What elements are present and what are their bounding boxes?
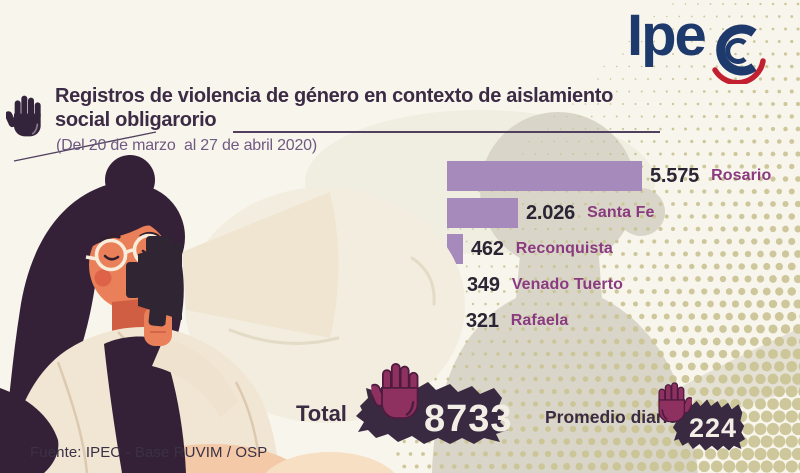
bar-rosario [447,161,642,191]
bar-category: Santa Fe [587,204,655,221]
bar-venado-tuerto [447,270,459,300]
bar-value: 2.026 [526,201,576,224]
total-label: Total [296,401,347,426]
total-value: 8733 [424,398,513,440]
daily-average-value: 224 [689,413,738,443]
ipec-logo-spiral-c-icon [712,24,766,84]
bar-value: 462 [471,237,504,260]
bar-row-venado-tuerto: 349 Venado Tuerto [447,270,623,300]
daily-average-label: Promedio diario [545,407,679,427]
bar-row-reconquista: 462 Reconquista [447,234,613,264]
bar-reconquista [447,234,463,264]
bar-value: 349 [467,273,500,296]
bar-row-santa-fe: 2.026 Santa Fe [447,198,655,228]
bar-category: Venado Tuerto [511,276,624,293]
raised-hand-icon [371,363,425,427]
bar-rafaela [447,306,458,336]
ipec-logo-text: Ipe [627,3,707,68]
bar-santa-fe [447,198,518,228]
raised-hand-icon [654,381,692,429]
page-title: Registros de violencia de género en cont… [55,84,675,132]
title-line-2: social obligarorio [55,109,217,131]
title-line-1: Registros de violencia de género en cont… [55,85,614,107]
date-range-subtitle: (Del 20 de marzo al 27 de abril 2020) [56,137,317,154]
callout-line [13,131,157,162]
bar-value: 5.575 [650,164,700,187]
bar-row-rosario: 5.575 Rosario [447,161,771,191]
bar-category: Rosario [711,167,772,184]
bar-category: Reconquista [515,240,613,257]
title-underline [233,131,660,133]
bar-category: Rafaela [510,312,569,329]
bar-value: 321 [466,309,499,332]
bar-row-rafaela: 321 Rafaela [447,306,568,336]
source-note: Fuente: IPEC - Base RUVIM / OSP [30,444,268,461]
average-brush-blob [672,399,746,451]
